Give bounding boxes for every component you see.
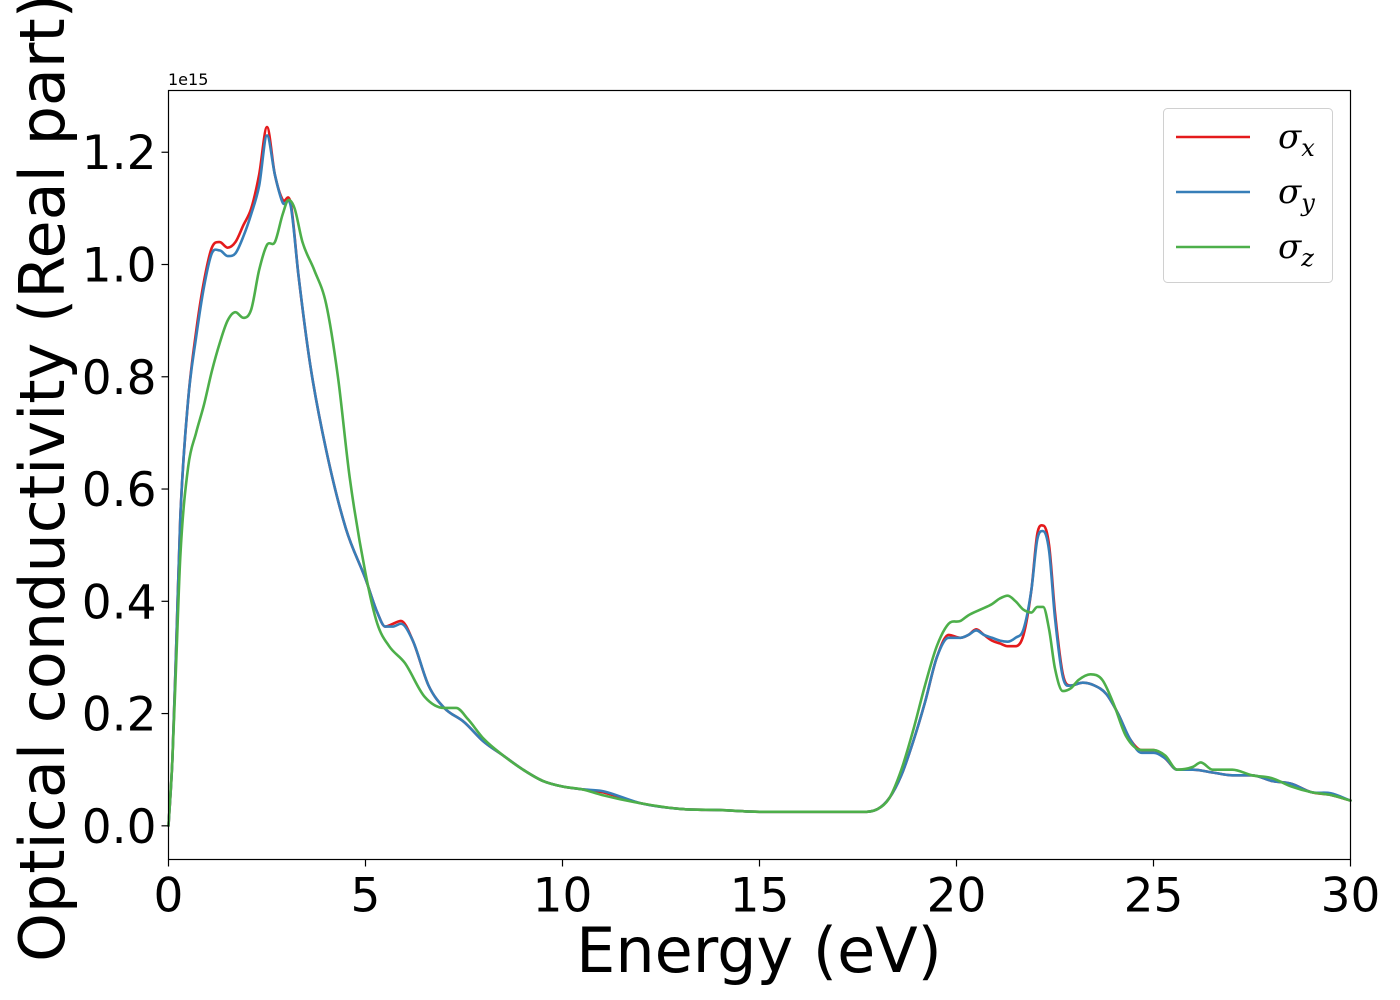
y-tick-label: 1.0 [82,239,157,294]
y-tick-label: 0.4 [82,575,157,630]
y-axis-title: Optical conductivity (Real part) [6,0,79,962]
series-line-z [167,198,1352,828]
x-tick-label: 15 [730,869,790,924]
legend-entries: σx σy σz [1176,117,1315,272]
x-axis-ticks: 0 5 10 15 20 25 30 [154,859,1381,924]
y-tick-label: 0.2 [82,688,157,743]
y-tick-label: 0.0 [82,800,157,855]
y-tick-label: 1.2 [82,126,157,181]
x-tick-label: 20 [927,869,987,924]
legend-label-z: σz [1278,227,1314,272]
y-tick-label: 0.8 [82,351,157,406]
x-axis-title: Energy (eV) [576,914,942,987]
legend-label-x: σx [1278,117,1315,162]
y-tick-label: 0.6 [82,463,157,518]
series-layer [167,125,1352,828]
legend-label-y: σy [1278,172,1315,217]
y-offset-label: 1e15 [168,70,208,89]
legend: σx σy σz [1163,108,1333,283]
x-tick-label: 0 [154,869,184,924]
x-tick-label: 10 [533,869,593,924]
x-tick-label: 25 [1124,869,1184,924]
y-axis-ticks: 0.0 0.2 0.4 0.6 0.8 1.0 1.2 [82,126,169,855]
x-tick-label: 30 [1321,869,1381,924]
legend-box [1163,108,1333,283]
x-tick-label: 5 [351,869,381,924]
